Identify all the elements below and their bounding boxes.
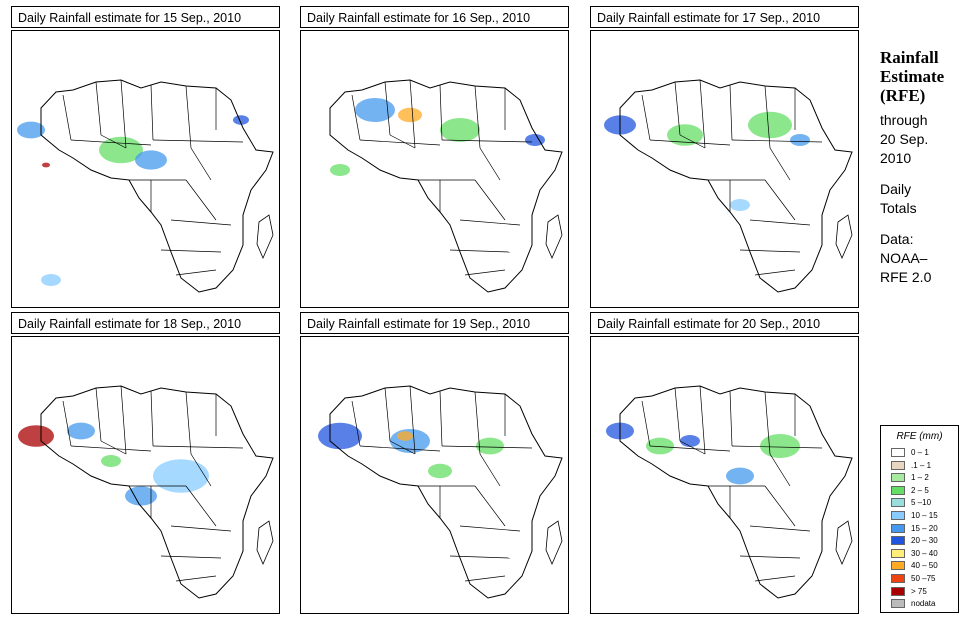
rainfall-map	[300, 30, 569, 308]
legend-title: RFE (mm)	[896, 431, 943, 442]
map-panel-16sep: Daily Rainfall estimate for 16 Sep., 201…	[300, 6, 569, 308]
legend-label: 2 – 5	[911, 485, 929, 495]
rainfall-map	[300, 336, 569, 614]
legend-label: > 75	[911, 586, 927, 596]
legend-swatch	[891, 473, 905, 483]
rfe-legend: RFE (mm) 0 – 1 .1 – 1 1 – 2 2 – 5 5 –10 10 – …	[880, 425, 959, 613]
legend-swatch	[891, 561, 905, 571]
sidebar-data-line3: RFE 2.0	[880, 269, 932, 285]
map-panel-19sep: Daily Rainfall estimate for 19 Sep., 201…	[300, 312, 569, 614]
map-panel-18sep: Daily Rainfall estimate for 18 Sep., 201…	[11, 312, 280, 614]
sidebar-through: through	[880, 112, 928, 128]
sidebar-description: Rainfall Estimate (RFE) through 20 Sep. …	[880, 48, 965, 287]
sidebar-title-line2: Estimate	[880, 67, 945, 86]
map-panel-20sep: Daily Rainfall estimate for 20 Sep., 201…	[590, 312, 859, 614]
map-panel-15sep: Daily Rainfall estimate for 15 Sep., 201…	[11, 6, 280, 308]
sidebar-data-line2: NOAA–	[880, 250, 928, 266]
sidebar-title-line1: Rainfall	[880, 48, 939, 67]
legend-swatch	[891, 548, 905, 558]
rainfall-map	[590, 30, 859, 308]
panel-title: Daily Rainfall estimate for 15 Sep., 201…	[11, 6, 280, 28]
sidebar-totals-line1: Daily	[880, 181, 912, 197]
legend-swatch	[891, 536, 905, 546]
panel-title: Daily Rainfall estimate for 18 Sep., 201…	[11, 312, 280, 334]
legend-swatch	[891, 586, 905, 596]
legend-swatch	[891, 574, 905, 583]
panel-title: Daily Rainfall estimate for 16 Sep., 201…	[300, 6, 569, 28]
sidebar-date-line1: 20 Sep.	[880, 131, 929, 147]
rainfall-map	[11, 30, 280, 308]
legend-label: 1 – 2	[911, 473, 929, 483]
legend-label: .1 – 1	[911, 460, 932, 470]
sidebar-date-line2: 2010	[880, 150, 912, 166]
rainfall-map	[590, 336, 859, 614]
legend-swatch	[891, 599, 905, 609]
legend-label: nodata	[911, 599, 936, 609]
panel-title: Daily Rainfall estimate for 17 Sep., 201…	[590, 6, 859, 28]
legend-label: 30 – 40	[911, 548, 938, 558]
legend-label: 50 –75	[911, 574, 936, 583]
legend-swatch	[891, 511, 905, 520]
map-panel-17sep: Daily Rainfall estimate for 17 Sep., 201…	[590, 6, 859, 308]
rainfall-map	[11, 336, 280, 614]
panel-title: Daily Rainfall estimate for 20 Sep., 201…	[590, 312, 859, 334]
legend-swatch	[891, 485, 905, 495]
sidebar-data-line1: Data:	[880, 231, 914, 247]
legend-label: 10 – 15	[911, 511, 938, 520]
legend-label: 40 – 50	[911, 561, 938, 571]
legend-swatch	[891, 498, 905, 508]
sidebar-title-line3: (RFE)	[880, 86, 926, 105]
legend-swatch	[891, 523, 905, 533]
sidebar-totals-line2: Totals	[880, 200, 917, 216]
legend-label: 20 – 30	[911, 536, 938, 546]
legend-label: 0 – 1	[911, 448, 929, 457]
legend-label: 15 – 20	[911, 523, 938, 533]
legend-swatch	[891, 460, 905, 470]
legend-label: 5 –10	[911, 498, 932, 508]
panel-title: Daily Rainfall estimate for 19 Sep., 201…	[300, 312, 569, 334]
legend-swatch	[891, 448, 905, 457]
